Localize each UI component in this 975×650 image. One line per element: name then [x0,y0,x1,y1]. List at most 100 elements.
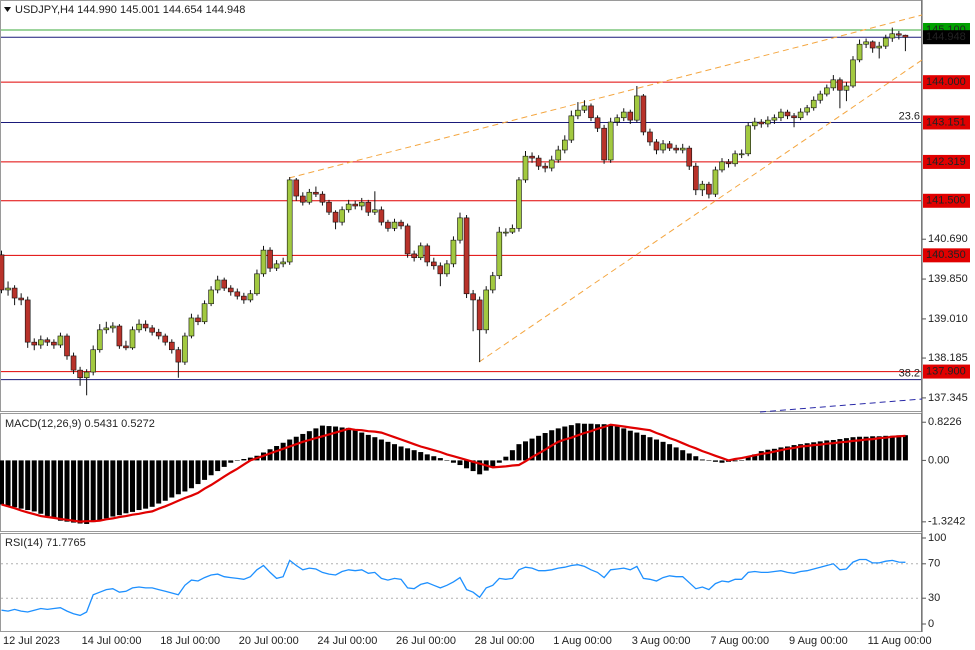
candle-body [280,261,286,265]
macd-bar [680,450,686,461]
candle-body [378,209,385,223]
macd-bar [280,442,286,461]
macd-bar [601,424,607,461]
macd-bar [38,460,44,514]
macd-bar [313,428,319,461]
x-tick-label: 7 Aug 00:00 [710,635,769,647]
macd-bar [31,460,37,512]
candle-body [732,153,738,165]
macd-bar [542,433,548,461]
candle-body [902,34,909,38]
candle-body [575,109,581,117]
candle-body [588,105,594,119]
candle-body [430,261,437,267]
candle-body [601,127,607,161]
macd-bar [359,432,365,461]
candle-body [18,297,24,301]
macd-bar [470,460,476,472]
x-tick-label: 9 Aug 00:00 [789,635,848,647]
macd-bar [870,436,876,461]
macd-bar [221,460,227,467]
y-tick-label: 139.850 [928,273,968,285]
candle-body [77,369,83,379]
candle-body [149,327,155,333]
candle-body [372,209,378,213]
candle-body [319,193,326,203]
candle-body [188,317,195,337]
candle-body [352,203,359,207]
macd-bar [706,460,712,461]
macd-bar [509,450,515,461]
macd-bar [202,460,208,480]
macd-bar [457,460,463,466]
x-tick-label: 26 Jul 00:00 [396,635,456,647]
macd-bar [378,439,384,461]
candle-body [889,33,896,39]
macd-bar [346,427,352,461]
candle-body [444,263,450,275]
macd-bar [857,436,863,461]
macd-bar [654,439,659,461]
rsi-line [1,558,906,617]
macd-bar [771,448,777,461]
macd-bar [863,436,869,461]
macd-bar [195,460,201,485]
candle-body [692,165,699,191]
macd-bar [693,456,699,461]
macd-bar [758,451,764,461]
rsi-title: RSI(14) 71.7765 [5,537,86,549]
macd-bar [686,453,692,461]
macd-bar [647,437,653,461]
candle-body [136,323,142,331]
candle-body [679,147,686,151]
macd-bar [44,460,50,517]
candle-body [57,335,64,346]
x-tick-label: 3 Aug 00:00 [632,635,691,647]
candle-body [470,293,476,301]
candle-body [843,85,850,91]
menu-arrow[interactable] [4,7,11,12]
macd-bar [215,460,221,472]
candle-body [765,119,771,125]
candle-body [37,339,44,346]
candle-body [221,279,227,289]
candle-body [614,117,621,123]
macd-bar [149,460,155,507]
macd-bar [627,430,633,461]
candle-body [385,221,391,229]
macd-bar [581,423,587,461]
macd-bar [811,442,817,461]
x-tick-label: 28 Jul 00:00 [475,635,535,647]
level-tag [923,364,970,379]
macd-bar [450,460,456,463]
macd-bar [817,441,823,461]
macd-bar [464,460,470,469]
macd-bar [431,456,437,461]
macd-bar [287,439,293,461]
macd-bar [667,444,673,461]
candle-body [581,105,588,111]
macd-bar [267,449,273,461]
y-tick-label: 139.010 [928,313,968,325]
macd-bar [84,460,90,524]
x-tick-label: 11 Aug 00:00 [868,635,932,647]
macd-bar [477,460,483,475]
candle-body [182,335,188,363]
macd-bar [234,460,240,461]
macd-bar [110,460,116,517]
candle-body [745,125,752,155]
candle-body [509,227,516,233]
candle-body [195,317,201,323]
candle-body [273,263,280,269]
candle-body [417,245,424,259]
macd-bar [719,460,725,463]
level-tag [923,115,970,130]
x-tick-label: 18 Jul 00:00 [160,635,220,647]
candle-body [483,289,490,331]
candle-body [647,131,653,143]
candle-body [810,99,817,109]
candle-body [24,299,31,343]
macd-bar [889,435,895,461]
candle-body [463,217,470,295]
macd-bar [156,460,162,504]
